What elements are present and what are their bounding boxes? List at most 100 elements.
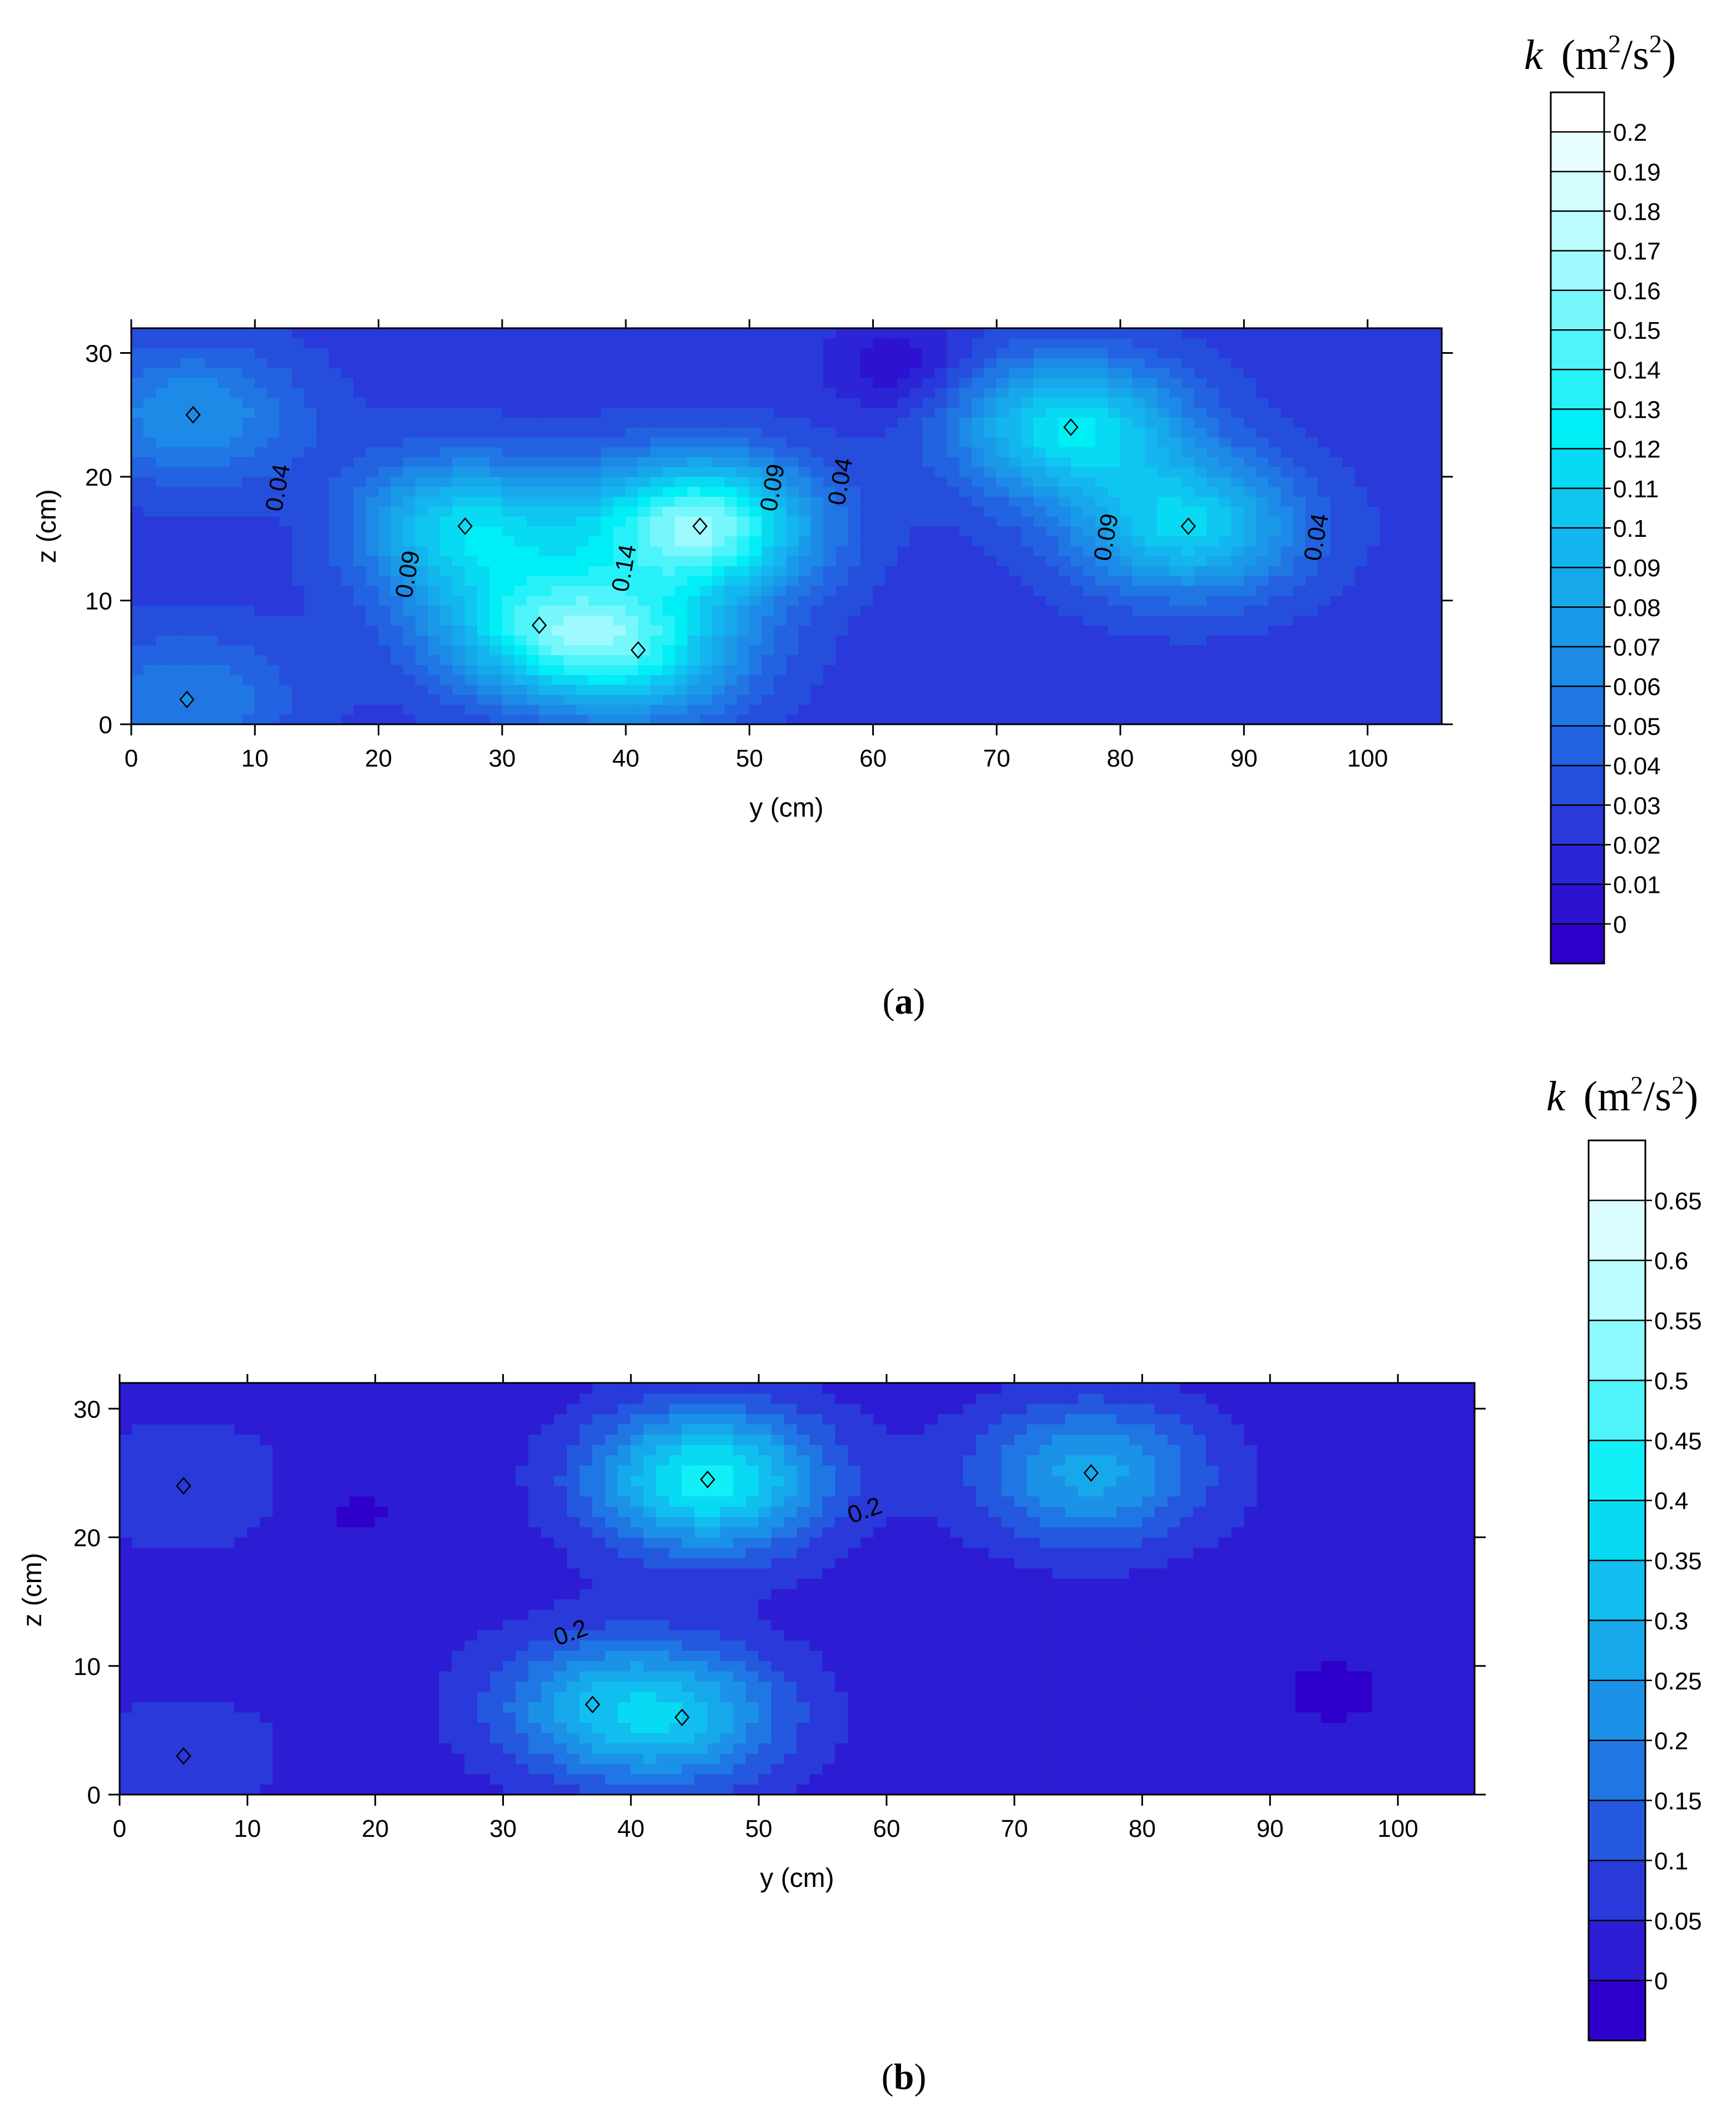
contour-cell <box>1181 348 1195 358</box>
contour-cell <box>1243 635 1257 646</box>
contour-cell <box>390 447 404 457</box>
contour-cell <box>120 1393 133 1404</box>
contour-cell <box>1293 595 1307 606</box>
contour-cell <box>440 546 453 556</box>
contour-cell <box>273 1681 286 1692</box>
contour-cell <box>273 1424 286 1435</box>
contour-cell <box>1429 328 1442 339</box>
contour-cell <box>1082 456 1096 467</box>
contour-cell <box>1046 704 1059 715</box>
contour-cell <box>1256 506 1269 517</box>
contour-cell <box>260 1496 274 1507</box>
contour-cell <box>170 1496 184 1507</box>
contour-cell <box>947 427 960 438</box>
contour-cell <box>221 1691 235 1702</box>
contour-cell <box>403 605 416 616</box>
contour-cell <box>798 328 812 339</box>
contour-cell <box>761 506 775 517</box>
contour-cell <box>576 407 589 418</box>
contour-cell <box>860 714 874 724</box>
contour-cell <box>1082 555 1096 566</box>
contour-cell <box>1046 635 1059 646</box>
contour-cell <box>1181 526 1195 537</box>
contour-cell <box>1280 496 1294 507</box>
contour-cell <box>823 575 837 586</box>
contour-cell <box>662 357 676 368</box>
contour-cell <box>230 407 243 418</box>
contour-cell <box>1268 427 1282 438</box>
contour-cell <box>551 357 565 368</box>
contour-cell <box>637 496 651 507</box>
contour-cell <box>1367 387 1381 398</box>
contour-cell <box>427 674 441 685</box>
contour-cell <box>1379 506 1393 517</box>
contour-cell <box>341 585 354 596</box>
contour-cell <box>1008 654 1022 665</box>
contour-cell <box>835 585 849 596</box>
contour-cell <box>221 1722 235 1733</box>
contour-cell <box>242 427 255 438</box>
contour-cell <box>291 684 305 695</box>
contour-cell <box>378 565 392 576</box>
contour-cell <box>1379 357 1393 368</box>
contour-cell <box>183 1588 197 1599</box>
contour-cell <box>835 516 849 527</box>
contour-cell <box>514 615 527 626</box>
contour-cell <box>234 1681 248 1692</box>
colorbar-band <box>1551 884 1604 925</box>
contour-cell <box>120 1599 133 1610</box>
contour-cell <box>1417 674 1430 685</box>
contour-cell <box>934 664 948 675</box>
contour-cell <box>1132 605 1146 616</box>
contour-cell <box>1070 338 1084 349</box>
contour-cell <box>1157 565 1170 576</box>
contour-cell <box>217 615 231 626</box>
contour-cell <box>526 407 540 418</box>
contour-cell <box>183 1661 197 1672</box>
contour-cell <box>329 447 342 457</box>
contour-cell <box>440 654 453 665</box>
contour-cell <box>157 1506 171 1517</box>
contour-cell <box>724 635 738 646</box>
contour-cell <box>132 1424 146 1435</box>
contour-cell <box>390 417 404 428</box>
contour-cell <box>687 476 700 487</box>
contour-cell <box>971 496 985 507</box>
contour-cell <box>1095 654 1109 665</box>
contour-cell <box>1058 635 1071 646</box>
contour-cell <box>1429 625 1442 636</box>
contour-cell <box>192 635 206 646</box>
contour-cell <box>329 635 342 646</box>
contour-cell <box>143 357 156 368</box>
contour-cell <box>538 605 552 616</box>
contour-cell <box>489 456 503 467</box>
contour-cell <box>625 625 639 636</box>
contour-cell <box>1318 338 1331 349</box>
colorbar-a: 00.010.020.030.040.050.060.070.080.090.1… <box>1550 91 1661 965</box>
contour-cell <box>1354 338 1368 349</box>
contour-cell <box>1293 674 1307 685</box>
contour-cell <box>786 615 799 626</box>
contour-cell <box>885 387 898 398</box>
contour-cell <box>168 427 181 438</box>
contour-cell <box>650 357 664 368</box>
contour-cell <box>699 605 713 616</box>
contour-cell <box>1404 387 1418 398</box>
contour-cell <box>1206 565 1220 576</box>
contour-cell <box>291 664 305 675</box>
contour-cell <box>254 684 268 695</box>
contour-cell <box>1342 615 1356 626</box>
contour-cell <box>157 1568 171 1579</box>
contour-cell <box>298 1681 312 1692</box>
contour-cell <box>1107 536 1121 547</box>
contour-cell <box>736 397 750 408</box>
contour-cell <box>699 635 713 646</box>
contour-cell <box>1305 516 1319 527</box>
contour-cell <box>157 1578 171 1589</box>
contour-cell <box>1021 575 1035 586</box>
contour-cell <box>403 486 416 497</box>
contour-cell <box>625 536 639 547</box>
contour-cell <box>637 664 651 675</box>
contour-cell <box>157 1599 171 1610</box>
contour-cell <box>835 615 849 626</box>
